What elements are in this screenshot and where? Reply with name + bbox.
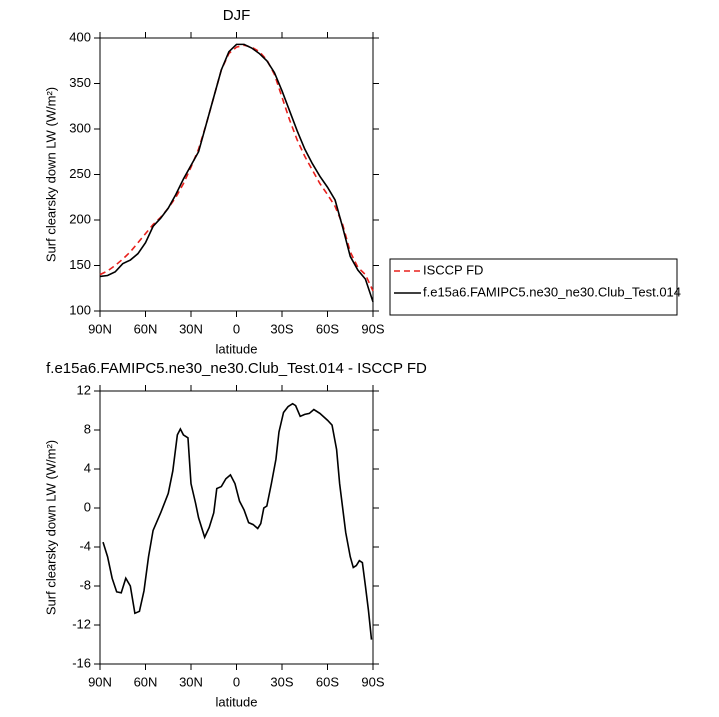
x-tick-label: 0 (233, 674, 240, 689)
y-tick-label: 12 (77, 382, 91, 397)
y-tick-label: 150 (69, 257, 91, 272)
y-tick-label: 0 (84, 499, 91, 514)
legend-label: ISCCP FD (423, 262, 483, 277)
y-axis-label: Surf clearsky down LW (W/m²) (43, 440, 58, 615)
y-tick-label: -12 (72, 616, 91, 631)
x-tick-label: 30N (179, 321, 203, 336)
legend-box (389, 258, 678, 316)
x-tick-label: 60N (134, 674, 158, 689)
x-axis-label: latitude (216, 694, 258, 709)
x-tick-label: 90S (361, 674, 384, 689)
plot-frame (99, 390, 374, 665)
y-tick-label: 200 (69, 211, 91, 226)
y-tick-label: 4 (84, 460, 91, 475)
y-tick-label: 400 (69, 29, 91, 44)
y-tick-label: 350 (69, 75, 91, 90)
y-tick-label: -4 (79, 538, 91, 553)
x-tick-label: 30S (270, 674, 293, 689)
x-tick-label: 90N (88, 674, 112, 689)
y-tick-label: -16 (72, 655, 91, 670)
y-tick-label: 100 (69, 302, 91, 317)
y-tick-label: 8 (84, 421, 91, 436)
legend-label: f.e15a6.FAMIPC5.ne30_ne30.Club_Test.014 (423, 284, 681, 299)
x-tick-label: 60S (316, 321, 339, 336)
data-line (102, 402, 373, 640)
x-axis-label: latitude (216, 341, 258, 356)
y-axis-label: Surf clearsky down LW (W/m²) (43, 87, 58, 262)
data-line (99, 44, 374, 292)
x-tick-label: 0 (233, 321, 240, 336)
y-tick-label: 250 (69, 166, 91, 181)
x-tick-label: 30S (270, 321, 293, 336)
y-tick-label: 300 (69, 120, 91, 135)
data-line (99, 43, 374, 303)
chart-title: f.e15a6.FAMIPC5.ne30_ne30.Club_Test.014 … (46, 360, 427, 377)
chart-title: DJF (223, 7, 251, 24)
x-tick-label: 90S (361, 321, 384, 336)
x-tick-label: 30N (179, 674, 203, 689)
plot-frame (99, 37, 374, 312)
x-tick-label: 60N (134, 321, 158, 336)
y-tick-label: -8 (79, 577, 91, 592)
x-tick-label: 90N (88, 321, 112, 336)
x-tick-label: 60S (316, 674, 339, 689)
